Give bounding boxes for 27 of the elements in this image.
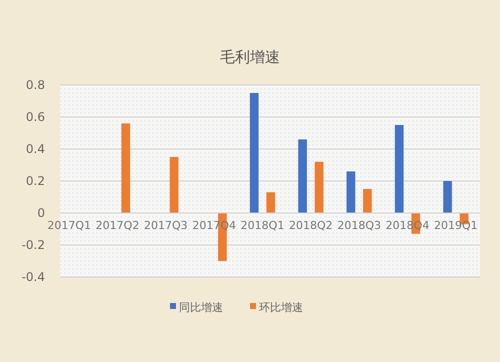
bar xyxy=(250,93,259,213)
x-tick-label: 2018Q3 xyxy=(337,219,381,232)
chart-title: 毛利增速 xyxy=(220,48,280,66)
bar xyxy=(298,139,307,213)
y-tick-label: 0 xyxy=(37,206,45,220)
y-tick-label: 0.8 xyxy=(26,78,45,92)
x-tick-label: 2017Q1 xyxy=(47,219,91,232)
x-tick-label: 2019Q1 xyxy=(434,219,478,232)
bar xyxy=(363,189,372,213)
x-tick-label: 2018Q1 xyxy=(240,219,284,232)
y-tick-label: 0.4 xyxy=(26,142,45,156)
bar xyxy=(314,162,324,213)
x-tick-label: 2017Q3 xyxy=(144,219,188,232)
y-tick-label: -0.4 xyxy=(22,270,45,284)
x-tick-label: 2018Q2 xyxy=(289,219,333,232)
y-tick-label: -0.2 xyxy=(22,238,45,252)
bar xyxy=(346,171,356,213)
bar xyxy=(394,125,404,213)
y-tick-label: 0.6 xyxy=(26,110,45,124)
bar xyxy=(443,181,452,213)
legend-label: 环比增速 xyxy=(259,300,303,314)
bar xyxy=(121,123,130,213)
legend-label: 同比增速 xyxy=(179,300,223,314)
y-tick-label: 0.2 xyxy=(26,174,45,188)
x-tick-label: 2017Q2 xyxy=(96,219,140,232)
bar xyxy=(266,192,276,213)
bar xyxy=(170,157,178,213)
